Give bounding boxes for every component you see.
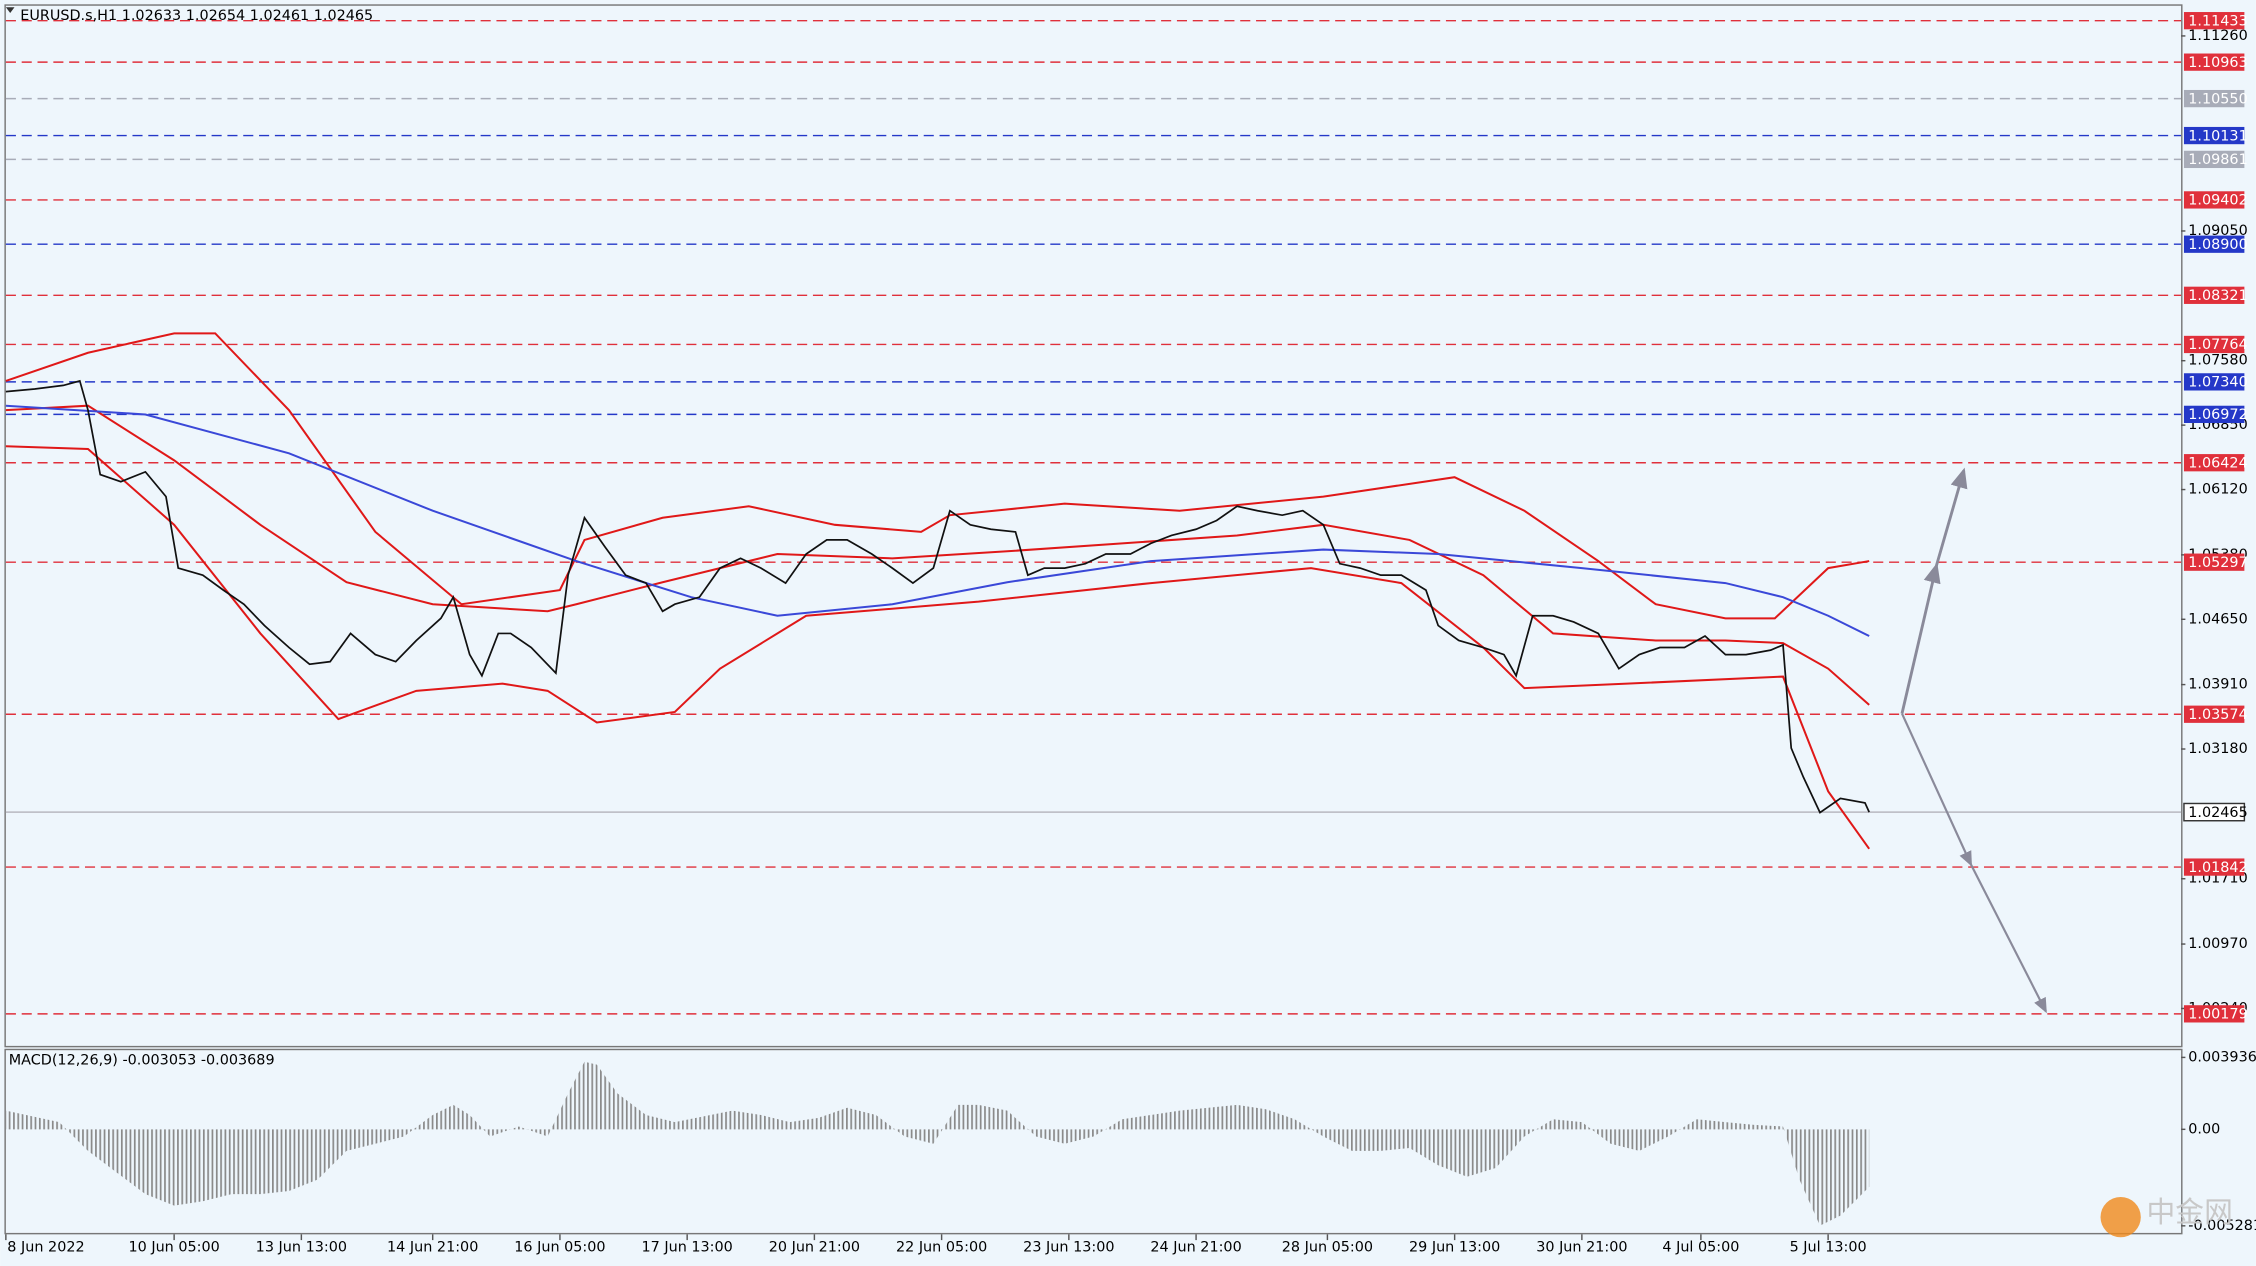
y-tick-label: 1.04650 (2188, 611, 2247, 627)
projection-arrow-up (1900, 467, 1968, 714)
chart-title: EURUSD.s,H1 1.02633 1.02654 1.02461 1.02… (20, 8, 373, 24)
x-tick-label: 20 Jun 21:00 (769, 1239, 860, 1255)
price-tag (2183, 373, 2245, 391)
x-tick-label: 17 Jun 13:00 (641, 1239, 732, 1255)
price-tag-label: 1.01842 (2188, 860, 2247, 876)
x-tick-label: 8 Jun 2022 (7, 1239, 84, 1255)
price-tag-label: 1.08900 (2188, 237, 2247, 253)
macd-y-tick-label: -0.005281 (2188, 1218, 2256, 1234)
x-tick-label: 22 Jun 05:00 (896, 1239, 987, 1255)
x-tick-label: 14 Jun 21:00 (387, 1239, 478, 1255)
price-tag-label: 1.11433 (2188, 13, 2247, 29)
x-tick-label: 30 Jun 21:00 (1536, 1239, 1627, 1255)
y-tick-label: 1.09050 (2188, 223, 2247, 239)
price-tag (2183, 802, 2246, 822)
x-tick-label: 16 Jun 05:00 (514, 1239, 605, 1255)
macd-y-tick-label: 0.003936 (2188, 1049, 2256, 1065)
price-tag-label: 1.03574 (2188, 707, 2247, 723)
macd-pane-border (4, 1048, 2183, 1235)
price-tag-label: 1.07764 (2188, 337, 2247, 353)
projection-arrow-down (1901, 713, 2047, 1014)
price-tag-label: 1.09861 (2188, 152, 2247, 168)
watermark-logo (2100, 1196, 2141, 1238)
price-tag-label: 1.09402 (2188, 193, 2247, 209)
price-tag-label: 1.00179 (2188, 1007, 2247, 1023)
indicator-line (5, 404, 1870, 637)
watermark: 中金网 (2147, 1195, 2233, 1229)
x-tick-label: 5 Jul 13:00 (1790, 1239, 1867, 1255)
y-tick-label: 1.03910 (2188, 677, 2247, 693)
x-tick-label: 28 Jun 05:00 (1282, 1239, 1373, 1255)
price-tag (2183, 286, 2245, 304)
price-tag-label: 1.07340 (2188, 375, 2247, 391)
indicator-line (5, 332, 1870, 620)
price-tag (2183, 150, 2245, 169)
price-tag-label: 1.06424 (2188, 455, 2247, 471)
y-tick-label: 1.07580 (2188, 353, 2247, 369)
x-tick-label: 29 Jun 13:00 (1409, 1239, 1500, 1255)
y-tick-label: 1.06120 (2188, 482, 2247, 498)
y-tick-label: 1.11260 (2188, 28, 2247, 44)
price-tag (2183, 12, 2245, 30)
y-tick-label: 1.00970 (2188, 936, 2247, 952)
indicator-line (5, 445, 1871, 850)
price-tag (2183, 53, 2245, 71)
price-tag-label: 1.08321 (2188, 288, 2247, 304)
macd-y-tick-label: 0.00 (2188, 1121, 2220, 1137)
x-tick-label: 4 Jul 05:00 (1662, 1239, 1739, 1255)
macd-title: MACD(12,26,9) -0.003053 -0.003689 (9, 1052, 275, 1068)
price-tag (2183, 335, 2245, 354)
price-tag-label: 1.06972 (2188, 407, 2247, 423)
indicator-line (5, 404, 1870, 706)
x-tick-label: 24 Jun 21:00 (1150, 1239, 1241, 1255)
price-line (5, 379, 1870, 814)
price-tag (2183, 705, 2245, 723)
x-tick-label: 10 Jun 05:00 (128, 1239, 219, 1255)
x-tick-label: 23 Jun 13:00 (1023, 1239, 1114, 1255)
price-tag-label: 1.10131 (2188, 128, 2247, 144)
price-tag-label: 1.02465 (2188, 805, 2247, 821)
price-tag (2183, 235, 2245, 253)
price-tag (2183, 89, 2245, 108)
symbol-menu-icon[interactable] (5, 7, 15, 13)
price-tag-label: 1.05297 (2188, 555, 2247, 571)
x-tick-label: 13 Jun 13:00 (256, 1239, 347, 1255)
price-tag (2183, 405, 2245, 423)
price-tag (2183, 858, 2245, 876)
price-tag (2183, 553, 2245, 571)
price-tag (2183, 191, 2245, 209)
price-tag-label: 1.10963 (2188, 55, 2247, 71)
macd-histogram (5, 1061, 1870, 1226)
main-pane-border (4, 4, 2183, 1048)
price-tag-label: 1.10550 (2188, 91, 2247, 107)
price-tag (2183, 454, 2245, 472)
price-tag (2183, 126, 2245, 145)
y-tick-label: 1.03180 (2188, 741, 2247, 757)
price-tag (2183, 1005, 2245, 1023)
